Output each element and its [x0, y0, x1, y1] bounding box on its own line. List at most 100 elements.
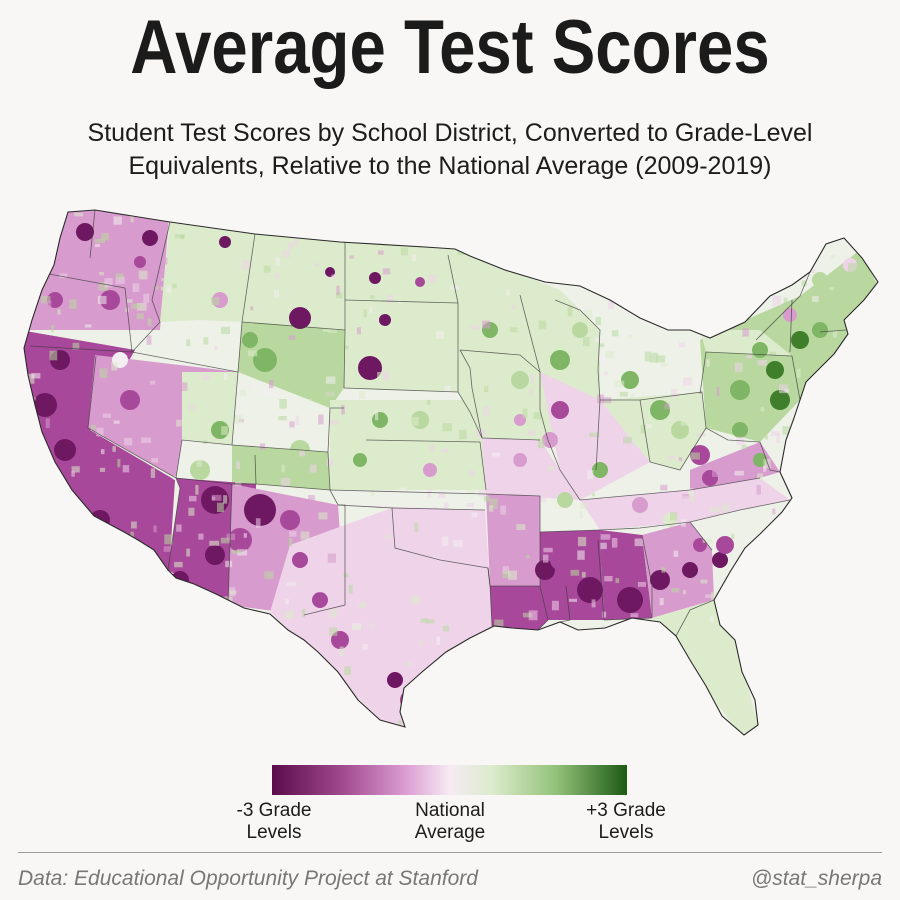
district-speckle	[738, 303, 747, 307]
district-patch	[753, 453, 767, 467]
district-speckle	[408, 417, 419, 426]
district-region	[270, 508, 492, 727]
district-speckle	[143, 293, 150, 304]
district-speckle	[50, 223, 56, 233]
district-speckle	[847, 583, 853, 592]
district-patch	[621, 371, 639, 389]
district-speckle	[341, 405, 345, 415]
district-speckle	[40, 729, 50, 735]
district-speckle	[400, 247, 408, 256]
district-speckle	[814, 457, 820, 462]
district-speckle	[459, 429, 467, 440]
district-speckle	[131, 624, 136, 628]
district-speckle	[813, 479, 822, 485]
district-speckle	[542, 674, 548, 681]
district-speckle	[536, 263, 545, 269]
district-patch	[70, 460, 90, 480]
district-speckle	[849, 338, 860, 345]
district-speckle	[646, 424, 652, 429]
district-speckle	[84, 324, 92, 328]
district-speckle	[710, 711, 718, 719]
district-speckle	[185, 671, 191, 680]
district-speckle	[251, 383, 257, 389]
district-speckle	[199, 611, 207, 618]
district-speckle	[329, 727, 336, 735]
district-speckle	[570, 679, 575, 686]
district-speckle	[104, 593, 113, 602]
district-speckle	[687, 285, 697, 289]
district-speckle	[710, 507, 720, 513]
district-patch	[766, 361, 784, 379]
district-speckle	[237, 549, 248, 556]
district-speckle	[702, 538, 712, 543]
district-speckle	[438, 492, 446, 499]
district-speckle	[731, 533, 735, 540]
district-speckle	[137, 303, 147, 311]
district-speckle	[533, 412, 542, 420]
district-speckle	[314, 583, 322, 593]
district-speckle	[678, 457, 683, 462]
district-speckle	[835, 381, 843, 389]
district-speckle	[634, 437, 638, 447]
district-speckle	[68, 517, 73, 522]
district-patch	[76, 223, 94, 241]
district-speckle	[784, 594, 795, 605]
district-speckle	[363, 309, 367, 318]
district-speckle	[442, 625, 449, 632]
district-speckle	[623, 437, 632, 444]
district-speckle	[343, 573, 349, 578]
district-speckle	[852, 485, 862, 492]
district-speckle	[256, 724, 266, 734]
district-speckle	[671, 389, 677, 398]
district-patch	[617, 587, 643, 613]
district-speckle	[807, 269, 816, 273]
district-speckle	[533, 419, 538, 423]
district-patch	[242, 332, 258, 348]
district-speckle	[602, 611, 607, 618]
district-speckle	[71, 471, 75, 477]
district-speckle	[281, 464, 285, 473]
district-speckle	[498, 220, 505, 226]
district-speckle	[274, 706, 278, 712]
district-speckle	[603, 493, 608, 499]
district-speckle	[538, 222, 543, 228]
district-speckle	[746, 354, 752, 359]
district-speckle	[273, 289, 279, 298]
district-speckle	[45, 418, 50, 429]
district-speckle	[879, 324, 885, 333]
district-speckle	[155, 285, 159, 290]
district-speckle	[382, 268, 391, 275]
district-patch	[600, 550, 620, 570]
district-speckle	[303, 694, 312, 698]
district-speckle	[515, 328, 525, 334]
district-patch	[141, 411, 159, 429]
district-speckle	[584, 212, 589, 218]
district-speckle	[543, 547, 553, 553]
district-speckle	[516, 524, 526, 530]
district-speckle	[378, 250, 384, 255]
district-speckle	[78, 657, 86, 666]
district-speckle	[426, 399, 431, 405]
district-speckle	[442, 536, 449, 546]
district-patch	[312, 592, 328, 608]
district-speckle	[483, 406, 490, 416]
district-speckle	[162, 257, 168, 265]
district-speckle	[180, 655, 185, 659]
district-speckle	[329, 627, 338, 636]
district-region	[24, 210, 170, 330]
district-speckle	[174, 561, 183, 568]
district-speckle	[565, 241, 575, 246]
district-speckle	[464, 226, 469, 235]
district-speckle	[265, 547, 271, 557]
district-speckle	[63, 610, 69, 618]
district-speckle	[66, 561, 77, 568]
district-speckle	[387, 294, 394, 304]
district-speckle	[451, 683, 458, 694]
district-speckle	[266, 210, 275, 214]
district-speckle	[584, 309, 593, 319]
district-speckle	[406, 662, 412, 666]
district-speckle	[563, 273, 574, 277]
district-speckle	[166, 285, 172, 293]
district-patch	[190, 460, 210, 480]
district-speckle	[89, 560, 95, 567]
